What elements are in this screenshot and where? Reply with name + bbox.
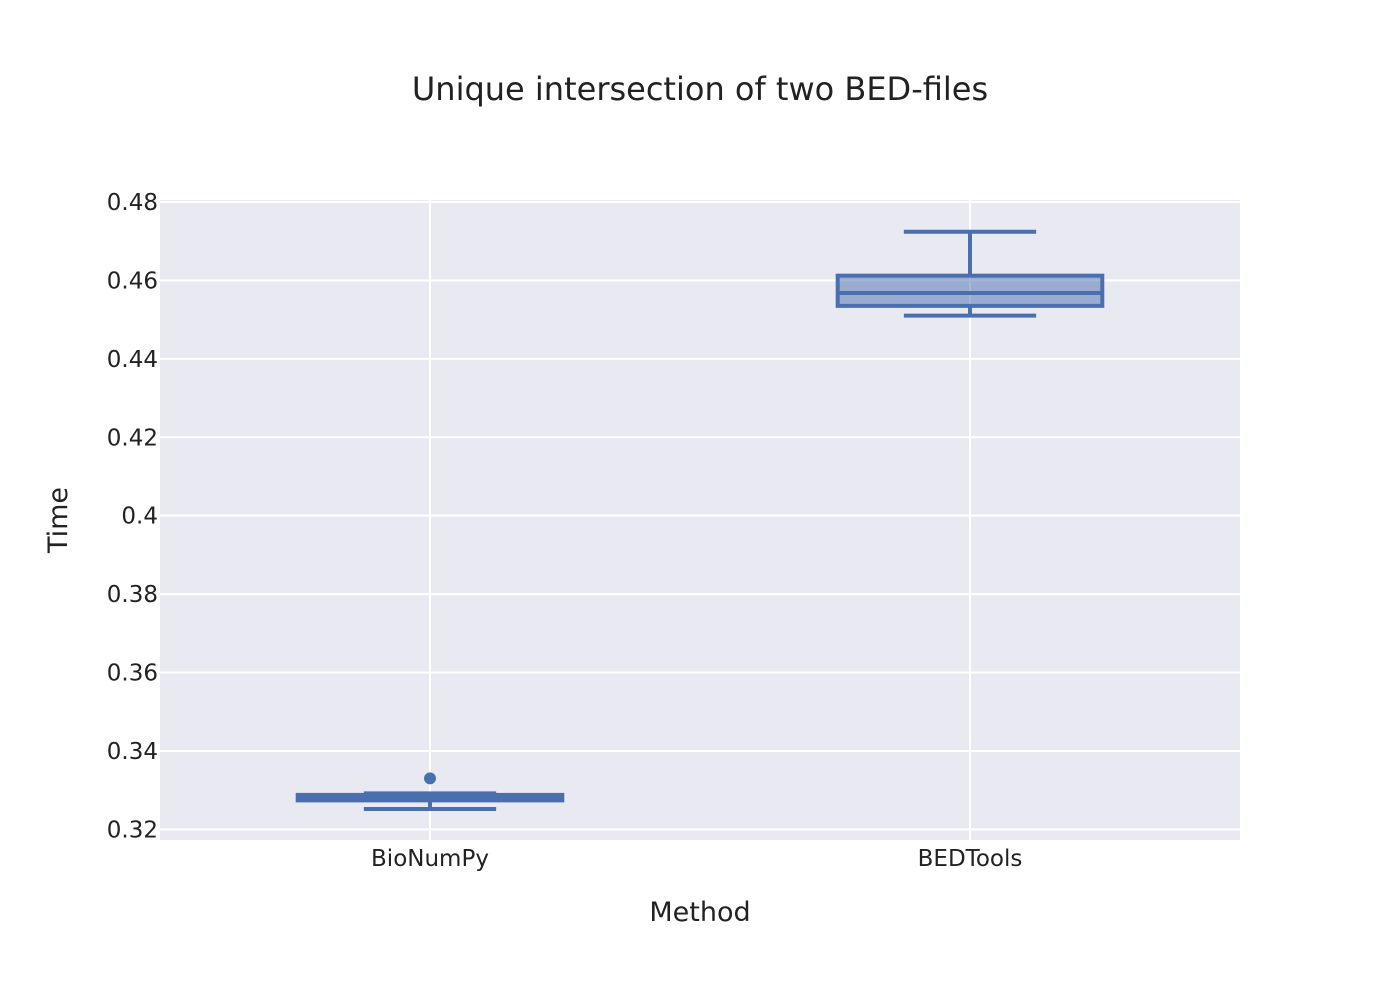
- y-tick-label: 0.38: [107, 582, 158, 608]
- y-tick-label: 0.48: [107, 190, 158, 216]
- y-axis-ticks: 0.32 0.34 0.36 0.38 0.4 0.42 0.44 0.46 0.48: [107, 190, 158, 843]
- box-series: [295, 229, 1105, 812]
- iqr-box: [835, 273, 1105, 308]
- box-bionumpy: [295, 772, 565, 812]
- outlier-point: [424, 772, 436, 785]
- x-axis-ticks: BioNumPy BEDTools: [371, 846, 1022, 872]
- y-tick-label: 0.46: [107, 268, 158, 294]
- y-tick-label: 0.42: [107, 425, 158, 451]
- box-bedtools: [835, 229, 1105, 318]
- grid-lines: [160, 200, 1240, 840]
- y-tick-label: 0.34: [107, 739, 158, 765]
- y-tick-label: 0.32: [107, 817, 158, 843]
- x-tick-label: BioNumPy: [371, 846, 489, 872]
- y-tick-label: 0.4: [121, 504, 158, 530]
- chart-title: Unique intersection of two BED-files: [412, 70, 988, 108]
- x-axis-title: Method: [649, 897, 750, 928]
- y-axis-title: Time: [43, 487, 74, 554]
- y-tick-label: 0.44: [107, 347, 158, 373]
- y-tick-label: 0.36: [107, 661, 158, 687]
- x-tick-label: BEDTools: [918, 846, 1023, 872]
